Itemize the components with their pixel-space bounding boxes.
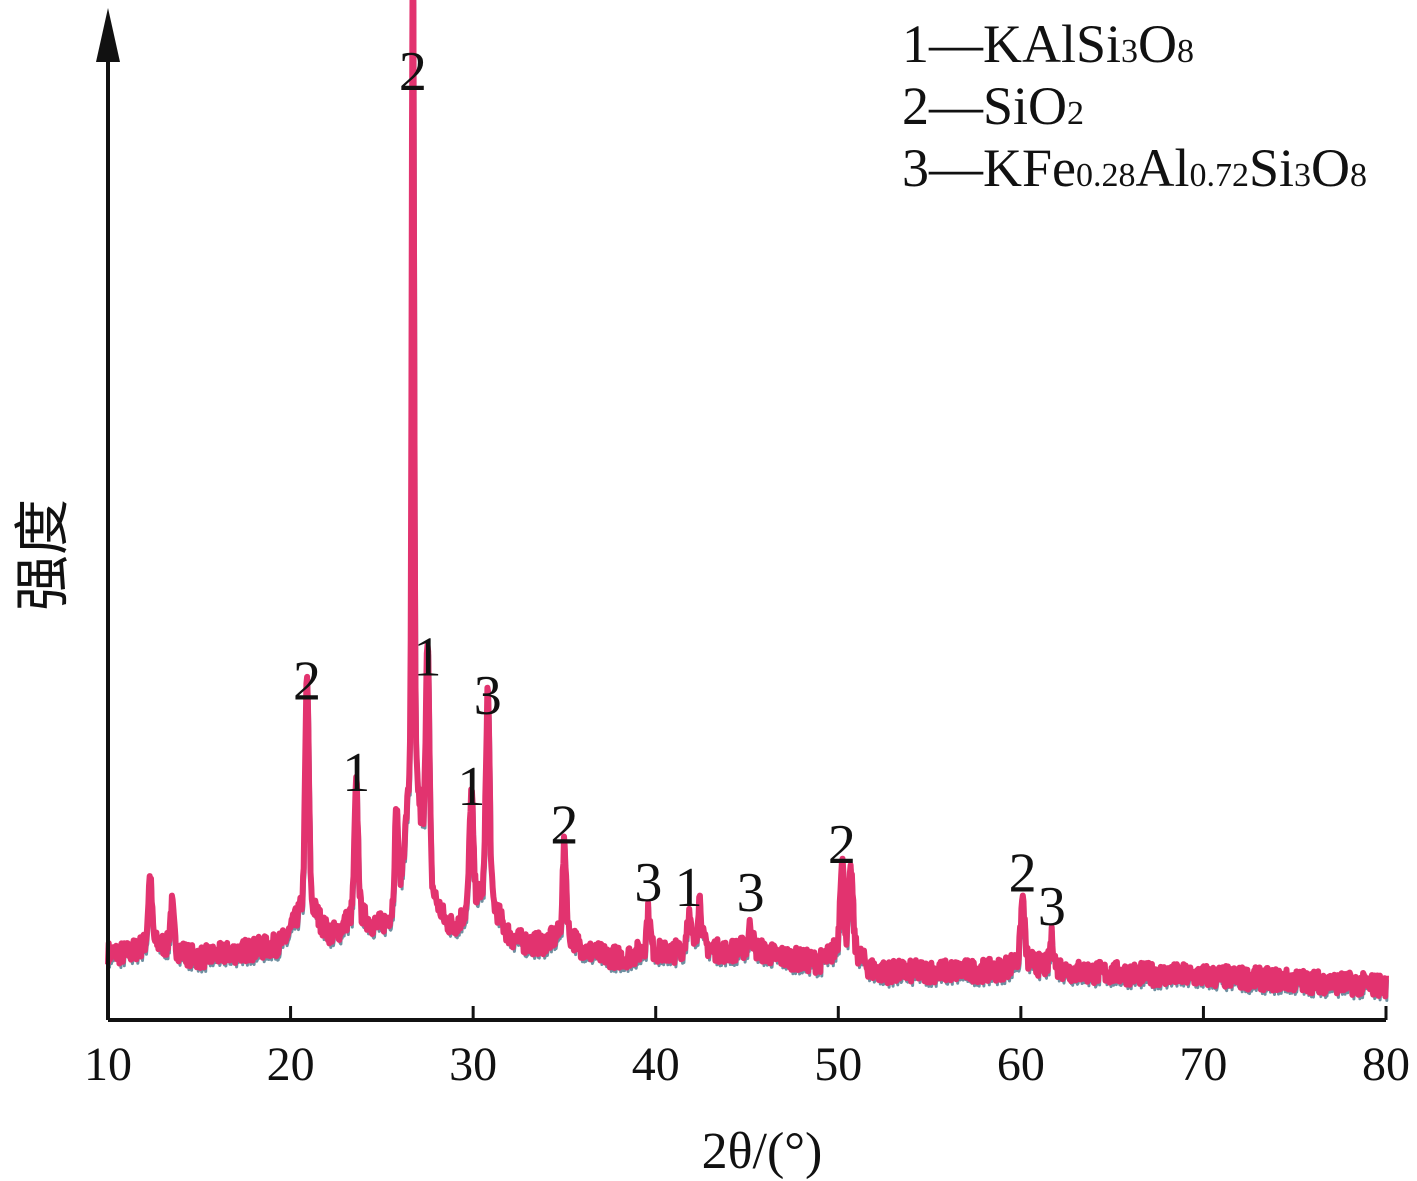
legend-text-part: Al	[1136, 138, 1190, 198]
y-axis-label: 强度	[11, 499, 76, 611]
x-tick-label: 50	[814, 1038, 862, 1091]
legend-text-part: O	[1138, 14, 1177, 74]
x-tick-label: 20	[267, 1038, 315, 1091]
legend-subscript: 0.72	[1190, 157, 1250, 194]
plot-area	[105, 0, 1389, 1002]
legend-text-part: 1	[902, 14, 929, 74]
peak-label: 2	[293, 651, 321, 713]
peak-label: 1	[342, 742, 370, 804]
legend-text-part: SiO	[983, 76, 1067, 136]
legend-text-part: KFe	[983, 138, 1076, 198]
legend-text-part: Si	[1249, 138, 1294, 198]
x-tick-label: 10	[84, 1038, 132, 1091]
legend-text-part: —	[928, 138, 984, 198]
legend-subscript: 3	[1294, 157, 1311, 194]
legend-subscript: 3	[1121, 33, 1138, 70]
legend-text-part: —	[928, 76, 984, 136]
peak-label: 2	[399, 41, 427, 103]
legend-subscript: 8	[1177, 33, 1194, 70]
peak-label: 1	[414, 627, 442, 689]
x-tick-label: 30	[449, 1038, 497, 1091]
legend-subscript: 0.28	[1076, 157, 1136, 194]
peak-label: 2	[550, 795, 578, 857]
legend-entry: 2—SiO2	[902, 76, 1084, 136]
peak-label: 1	[675, 857, 703, 919]
peak-label: 3	[474, 665, 502, 727]
x-tick-label: 60	[997, 1038, 1045, 1091]
peak-label: 3	[1038, 876, 1066, 938]
legend-text-part: O	[1311, 138, 1350, 198]
peak-label: 3	[634, 852, 662, 914]
legend-entry: 3—KFe0.28Al0.72Si3O8	[902, 138, 1367, 198]
legend-text-part: KAlSi	[983, 14, 1121, 74]
legend-text-part: 2	[902, 76, 929, 136]
peak-label: 3	[737, 862, 765, 924]
legend-text-part: 3	[902, 138, 929, 198]
x-tick-label: 70	[1179, 1038, 1227, 1091]
peak-label: 2	[828, 814, 856, 876]
legend-subscript: 2	[1067, 95, 1084, 132]
legend-text-part: —	[928, 14, 984, 74]
peak-label: 2	[1009, 843, 1037, 905]
x-ticks: 10 20 30 40 50 60 70 80	[84, 1006, 1410, 1091]
legend-entry: 1—KAlSi3O8	[902, 14, 1194, 74]
axes: 10 20 30 40 50 60 70 80	[84, 8, 1410, 1091]
legend-subscript: 8	[1350, 157, 1367, 194]
xrd-trace	[105, 0, 1389, 1000]
x-tick-label: 80	[1362, 1038, 1410, 1091]
x-tick-label: 40	[632, 1038, 680, 1091]
y-axis-arrow	[96, 8, 120, 62]
peak-label: 1	[457, 756, 485, 818]
x-axis-label: 2θ/(°)	[702, 1123, 823, 1180]
